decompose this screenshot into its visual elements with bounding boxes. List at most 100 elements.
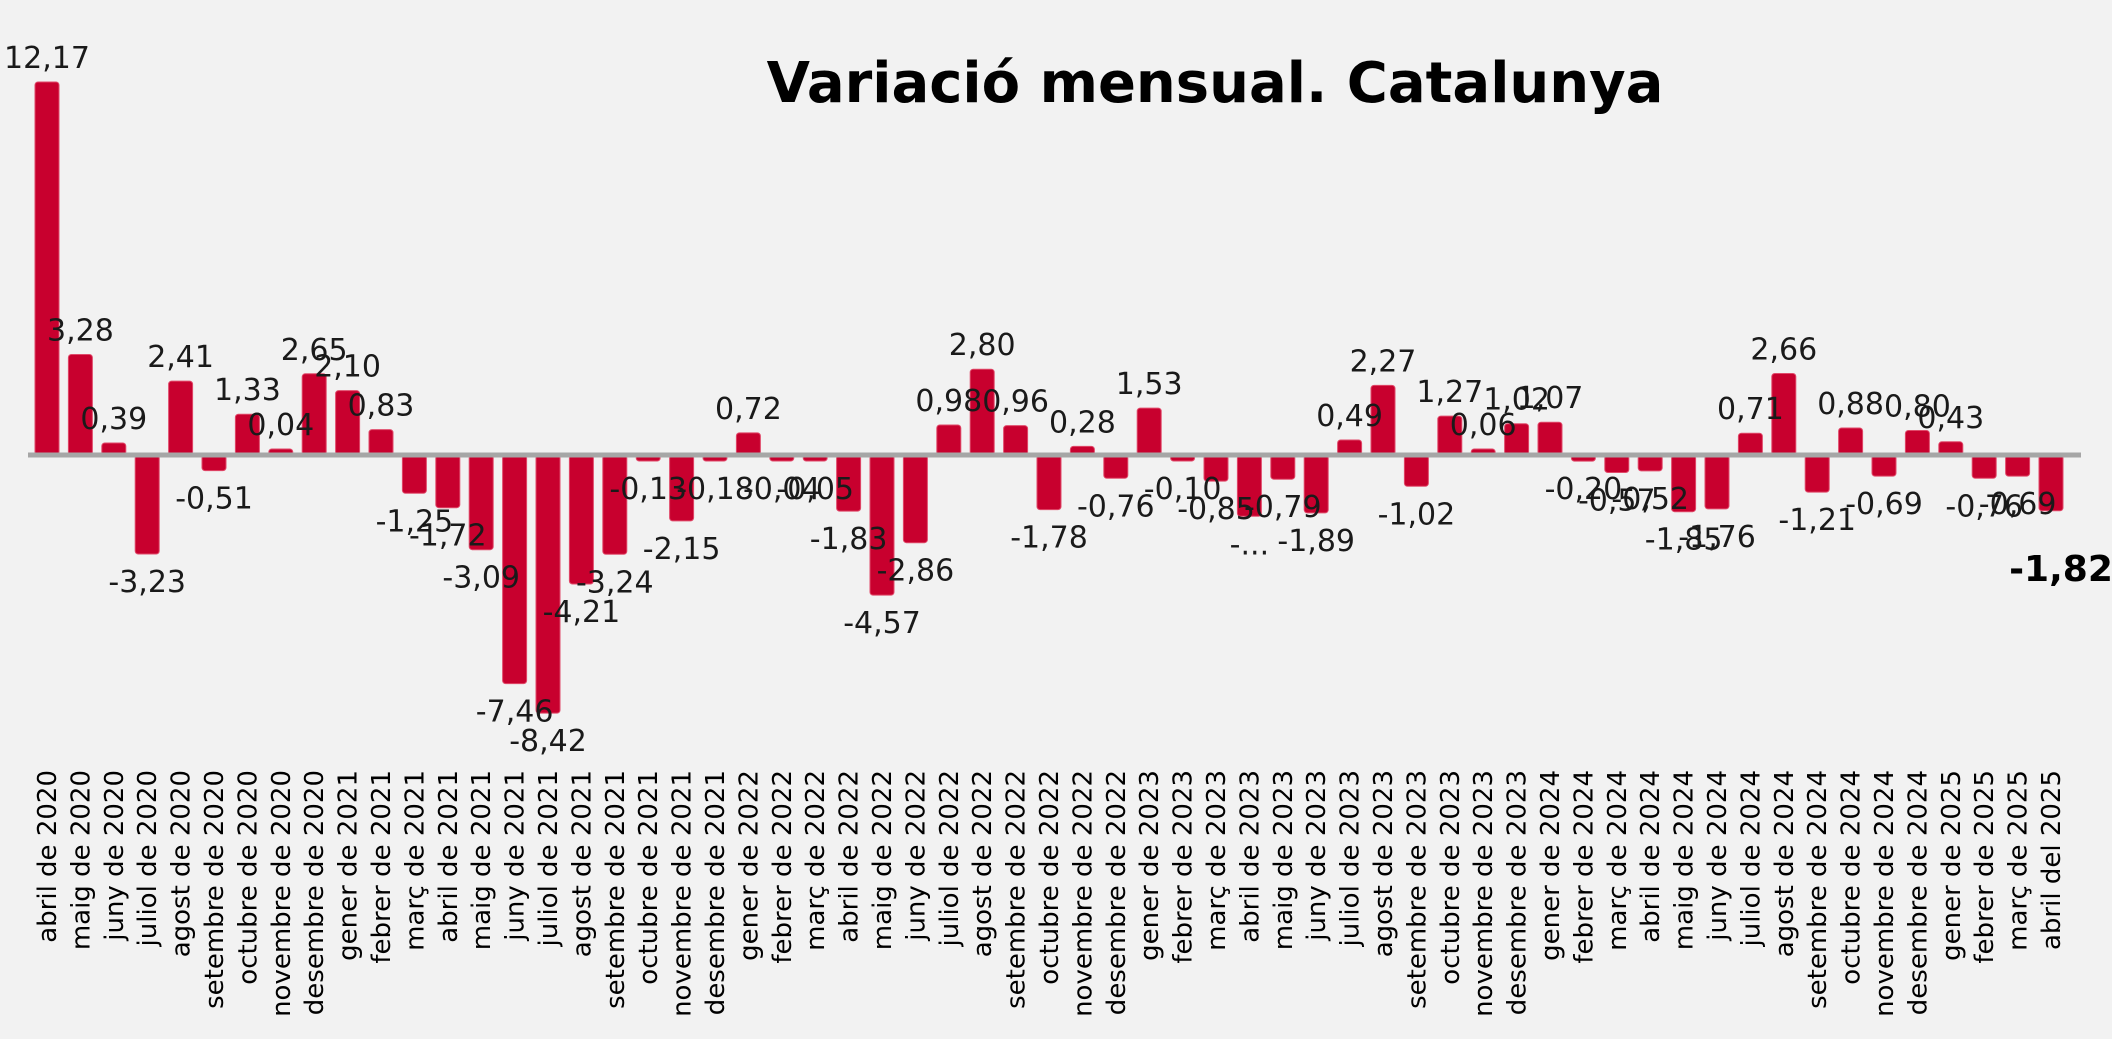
category-label: agost de 2021: [567, 770, 597, 957]
category-label: gener de 2022: [734, 770, 764, 961]
data-label: 2,80: [949, 328, 1016, 363]
data-label: -...: [1230, 527, 1269, 562]
bar: [1003, 425, 1029, 456]
data-label: -1,78: [1010, 521, 1088, 556]
data-label: -0,85: [1177, 492, 1255, 527]
data-label: -0,04: [743, 472, 821, 507]
category-label: abril de 2024: [1636, 770, 1666, 943]
category-label: març de 2024: [1603, 770, 1633, 951]
category-label: febrer de 2022: [768, 770, 798, 964]
bar: [1604, 454, 1630, 473]
data-label: -0,69: [1979, 487, 2057, 522]
category-label: octubre de 2024: [1837, 770, 1867, 985]
data-label: -1,89: [1277, 524, 1355, 559]
bar: [1704, 454, 1730, 510]
category-label: setembre de 2023: [1402, 770, 1432, 1009]
category-label: abril de 2020: [33, 770, 63, 943]
bar: [1103, 454, 1129, 479]
category-label: abril de 2022: [835, 770, 865, 943]
bar: [1036, 454, 1062, 511]
data-label: 2,65: [281, 333, 348, 368]
category-label: agost de 2020: [167, 770, 197, 957]
bar: [368, 429, 394, 456]
bar: [902, 454, 928, 544]
category-label: juny de 2023: [1302, 770, 1332, 942]
category-label: març de 2023: [1202, 770, 1232, 951]
bar: [168, 380, 194, 456]
data-label: -0,52: [1611, 482, 1689, 517]
data-label: -3,24: [576, 565, 654, 600]
data-label: -0,13: [609, 472, 687, 507]
data-label: -0,79: [1244, 490, 1322, 525]
bar: [2005, 454, 2031, 477]
data-label: -0,69: [1845, 487, 1923, 522]
category-label: gener de 2025: [1937, 770, 1967, 961]
data-label: -1,72: [409, 519, 487, 554]
category-label: juliol de 2023: [1336, 770, 1366, 947]
category-label: desembre de 2020: [300, 770, 330, 1015]
bar: [435, 454, 461, 509]
category-label: setembre de 2022: [1002, 770, 1032, 1009]
category-label: maig de 2021: [467, 770, 497, 950]
chart-title: Variació mensual. Catalunya: [767, 51, 1664, 116]
bar: [535, 454, 561, 714]
category-label: maig de 2024: [1670, 770, 1700, 950]
data-label: -3,23: [108, 565, 186, 600]
data-label: 0,72: [715, 392, 782, 427]
data-label: -1,85: [1645, 523, 1723, 558]
category-label: octubre de 2023: [1436, 770, 1466, 985]
category-label: octubre de 2021: [634, 770, 664, 985]
category-label: febrer de 2021: [367, 770, 397, 964]
data-label: -1,83: [810, 522, 888, 557]
data-label: -0,20: [1545, 472, 1623, 507]
data-label: -0,76: [1077, 489, 1155, 524]
data-label: 12,17: [4, 41, 90, 76]
data-label: -1,82: [2009, 549, 2112, 590]
data-label: 0,80: [1884, 390, 1951, 425]
data-label: 0,71: [1717, 392, 1784, 427]
category-label: novembre de 2022: [1068, 770, 1098, 1017]
data-label: 0,49: [1316, 399, 1383, 434]
category-label: novembre de 2021: [668, 770, 698, 1017]
data-label: -0,18: [676, 472, 754, 507]
data-label: -7,46: [476, 695, 554, 730]
data-label: -2,86: [877, 554, 955, 589]
data-label: -2,15: [643, 532, 721, 567]
data-label: 0,43: [1917, 401, 1984, 436]
data-label: -0,05: [776, 472, 854, 507]
data-labels-group: 12,173,280,39-3,232,41-0,511,330,042,652…: [4, 41, 2112, 759]
category-label: desembre de 2023: [1503, 770, 1533, 1015]
category-label: desembre de 2024: [1903, 770, 1933, 1015]
category-label: febrer de 2023: [1169, 770, 1199, 964]
data-label: -1,25: [376, 504, 454, 539]
category-label: setembre de 2020: [200, 770, 230, 1009]
data-label: 1,02: [1483, 383, 1550, 418]
data-label: -0,76: [1945, 489, 2023, 524]
category-label: març de 2022: [801, 770, 831, 951]
data-label: 3,28: [47, 314, 114, 349]
category-label: juny de 2020: [100, 770, 130, 942]
category-label: maig de 2023: [1269, 770, 1299, 950]
category-label: febrer de 2025: [1970, 770, 2000, 964]
data-label: 1,33: [214, 373, 281, 408]
category-label: febrer de 2024: [1569, 770, 1599, 964]
category-label: agost de 2023: [1369, 770, 1399, 957]
category-label: agost de 2022: [968, 770, 998, 957]
category-label: juny de 2022: [901, 770, 931, 942]
category-label: març de 2021: [400, 770, 430, 951]
bar: [1838, 427, 1864, 456]
category-label: gener de 2021: [334, 770, 364, 961]
data-label: 0,98: [915, 384, 982, 419]
category-label: abril de 2021: [434, 770, 464, 943]
data-label: -4,57: [843, 606, 921, 641]
data-label: -0,57: [1578, 484, 1656, 519]
bar: [1270, 454, 1296, 480]
category-label: juliol de 2020: [133, 770, 163, 947]
data-label: 0,06: [1450, 408, 1517, 443]
data-label: 1,53: [1116, 367, 1183, 402]
category-label: juny de 2024: [1703, 770, 1733, 942]
bar: [401, 454, 427, 494]
data-label: 0,39: [80, 402, 147, 437]
